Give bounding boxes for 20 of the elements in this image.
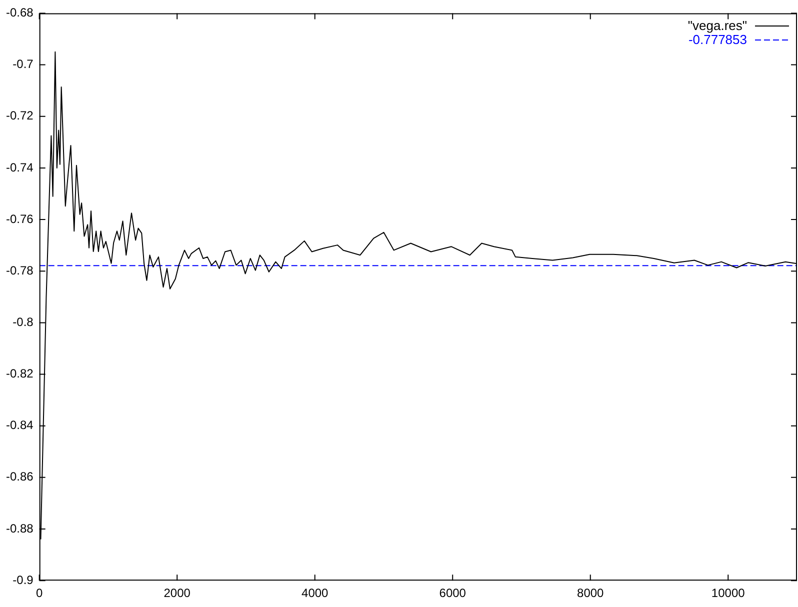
legend-label: -0.777853 [688, 32, 747, 48]
y-tick-label: -0.86 [6, 470, 34, 484]
y-tick-label: -0.84 [6, 418, 34, 432]
x-tick-label: 0 [36, 586, 44, 600]
x-tick-label: 8000 [577, 586, 604, 600]
x-tick-label: 10000 [711, 586, 746, 600]
x-tick-label: 2000 [164, 586, 191, 600]
y-tick-label: -0.72 [6, 108, 34, 123]
y-tick-label: -0.7 [12, 57, 34, 72]
y-tick-label: -0.9 [12, 572, 34, 587]
x-tick-label: 4000 [302, 586, 329, 600]
y-tick-label: -0.82 [6, 366, 34, 381]
x-tick-label: 6000 [439, 586, 466, 600]
y-tick-label: -0.8 [12, 315, 34, 330]
y-tick-label: -0.78 [6, 263, 34, 278]
legend-label: "vega.res" [688, 18, 747, 34]
y-tick-label: -0.74 [6, 160, 34, 174]
y-tick-label: -0.68 [6, 6, 34, 20]
y-tick-label: -0.88 [6, 521, 34, 536]
y-tick-label: -0.76 [6, 212, 34, 226]
